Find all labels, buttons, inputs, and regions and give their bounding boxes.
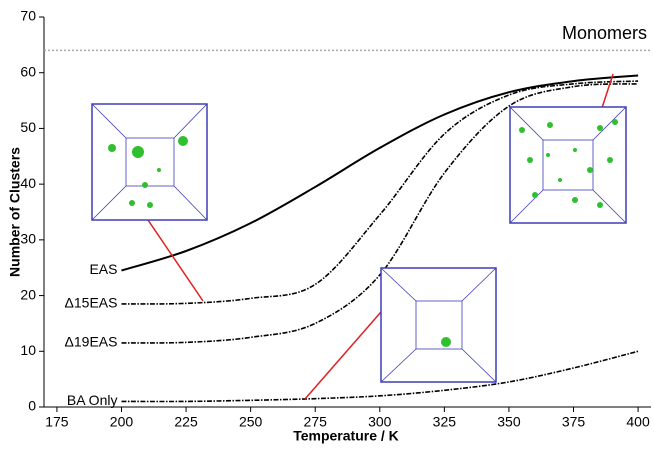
insets [92,74,626,399]
inset-box [510,107,626,223]
x-tick-label: 375 [562,414,586,430]
inset-box [381,268,496,382]
y-axis-title: Number of Clusters [7,147,23,277]
x-tick-label: 300 [368,414,392,430]
y-tick-label: 30 [20,231,36,247]
x-tick-label: 350 [497,414,521,430]
x-tick-label: 250 [239,414,263,430]
y-tick-label: 20 [20,286,36,302]
y-tick-label: 0 [28,398,36,414]
y-tick-label: 10 [20,342,36,358]
x-tick-label: 175 [45,414,69,430]
series-label: Δ19EAS [65,334,118,350]
x-tick-label: 400 [626,414,650,430]
y-tick-label: 70 [20,8,36,24]
x-tick-label: 275 [304,414,328,430]
series-line [121,351,638,401]
inset-box [92,104,207,220]
y-tick-label: 60 [20,63,36,79]
x-tick-label: 325 [433,414,457,430]
y-tick-label: 50 [20,119,36,135]
x-tick-label: 200 [110,414,134,430]
y-tick-label: 40 [20,175,36,191]
series-label: BA Only [67,392,118,408]
pointer [305,312,381,399]
reference-label: Monomers [562,23,647,43]
series-label: Δ15EAS [65,295,118,311]
x-axis-title: Temperature / K [293,428,399,444]
series-label: EAS [89,261,117,277]
chart: Temperature / K Number of Clusters 0 10 20… [0,0,654,451]
x-tick-label: 225 [174,414,198,430]
